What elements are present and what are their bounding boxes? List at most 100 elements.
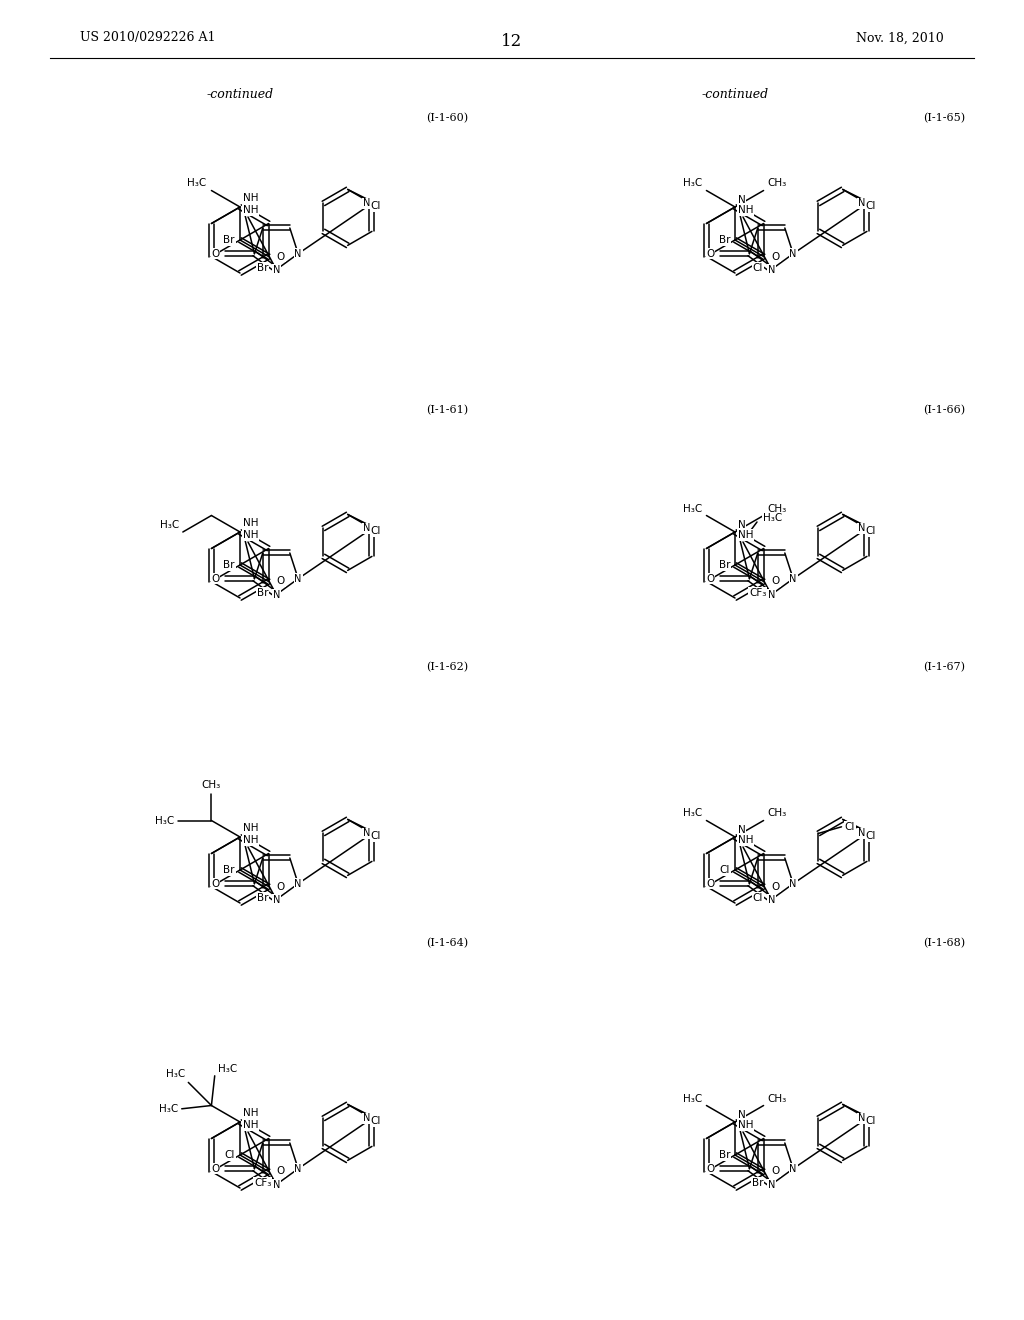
Text: CH₃: CH₃ (768, 1093, 786, 1104)
Text: Cl: Cl (720, 865, 730, 875)
Text: N: N (272, 1180, 280, 1189)
Text: US 2010/0292226 A1: US 2010/0292226 A1 (80, 32, 215, 45)
Text: NH: NH (243, 193, 258, 203)
Text: N: N (295, 879, 302, 888)
Text: N: N (857, 1113, 865, 1123)
Text: Br: Br (223, 560, 234, 570)
Text: Cl: Cl (865, 527, 876, 536)
Text: O: O (212, 1164, 220, 1173)
Text: Br: Br (719, 235, 730, 246)
Text: O: O (707, 574, 715, 583)
Text: Cl: Cl (720, 865, 730, 875)
Text: N: N (790, 879, 797, 888)
Text: NH: NH (243, 1119, 258, 1130)
Text: N: N (272, 895, 280, 904)
Text: Cl: Cl (865, 1117, 876, 1126)
Text: N: N (768, 264, 775, 275)
Text: NH: NH (243, 531, 258, 540)
Text: H₃C: H₃C (683, 808, 702, 818)
Text: O: O (276, 1167, 285, 1176)
Text: NH: NH (243, 836, 258, 845)
Text: Br: Br (719, 560, 730, 570)
Text: H₃C: H₃C (683, 503, 702, 513)
Text: CH₃: CH₃ (202, 780, 221, 791)
Text: O: O (212, 879, 220, 888)
Text: NH: NH (243, 517, 258, 528)
Text: N: N (362, 829, 370, 838)
Text: Br: Br (223, 560, 234, 570)
Text: CH₃: CH₃ (768, 503, 786, 513)
Text: N: N (790, 248, 797, 259)
Text: H₃C: H₃C (160, 1104, 179, 1114)
Text: Cl: Cl (371, 527, 381, 536)
Text: N: N (295, 1164, 302, 1173)
Text: Cl: Cl (224, 1150, 234, 1160)
Text: N: N (738, 825, 745, 836)
Text: N: N (738, 520, 745, 531)
Text: Cl: Cl (753, 263, 763, 273)
Text: N: N (790, 1164, 797, 1173)
Text: Cl: Cl (371, 832, 381, 841)
Text: CH₃: CH₃ (768, 808, 786, 818)
Text: Cl: Cl (845, 822, 855, 832)
Text: N: N (295, 248, 302, 259)
Text: H₃C: H₃C (218, 1064, 237, 1073)
Text: O: O (771, 252, 780, 261)
Text: -continued: -continued (207, 88, 273, 102)
Text: N: N (768, 590, 775, 599)
Text: CF₃: CF₃ (750, 587, 767, 598)
Text: N: N (362, 198, 370, 209)
Text: H₃C: H₃C (166, 1069, 185, 1080)
Text: Br: Br (223, 1150, 234, 1160)
Text: Cl: Cl (371, 1117, 381, 1126)
Text: O: O (212, 574, 220, 583)
Text: Cl: Cl (865, 832, 876, 841)
Text: O: O (276, 577, 285, 586)
Text: -continued: -continued (701, 88, 769, 102)
Text: N: N (738, 1110, 745, 1119)
Text: N: N (362, 1113, 370, 1123)
Text: O: O (707, 879, 715, 888)
Text: O: O (707, 1164, 715, 1173)
Text: Cl: Cl (371, 202, 381, 211)
Text: Br: Br (223, 865, 234, 875)
Text: Br: Br (719, 1150, 730, 1160)
Text: N: N (768, 1180, 775, 1189)
Text: N: N (272, 590, 280, 599)
Text: Br: Br (257, 587, 268, 598)
Text: O: O (276, 882, 285, 891)
Text: (I-1-68): (I-1-68) (923, 939, 965, 948)
Text: H₃C: H₃C (763, 513, 782, 523)
Text: O: O (212, 248, 220, 259)
Text: N: N (857, 829, 865, 838)
Text: Br: Br (257, 263, 268, 273)
Text: Br: Br (719, 235, 730, 246)
Text: Br: Br (257, 892, 268, 903)
Text: NH: NH (738, 836, 754, 845)
Text: H₃C: H₃C (156, 816, 174, 825)
Text: O: O (771, 577, 780, 586)
Text: Nov. 18, 2010: Nov. 18, 2010 (856, 32, 944, 45)
Text: (I-1-62): (I-1-62) (426, 663, 468, 672)
Text: Br: Br (719, 560, 730, 570)
Text: NH: NH (738, 205, 754, 215)
Text: (I-1-61): (I-1-61) (426, 405, 468, 416)
Text: O: O (771, 1167, 780, 1176)
Text: O: O (771, 882, 780, 891)
Text: (I-1-65): (I-1-65) (923, 114, 965, 123)
Text: Cl: Cl (753, 892, 763, 903)
Text: N: N (857, 198, 865, 209)
Text: 12: 12 (502, 33, 522, 50)
Text: NH: NH (738, 531, 754, 540)
Text: NH: NH (243, 1107, 258, 1118)
Text: (I-1-64): (I-1-64) (426, 939, 468, 948)
Text: Cl: Cl (865, 202, 876, 211)
Text: N: N (790, 574, 797, 583)
Text: N: N (272, 264, 280, 275)
Text: H₃C: H₃C (683, 1093, 702, 1104)
Text: N: N (738, 195, 745, 205)
Text: Br: Br (223, 865, 234, 875)
Text: N: N (857, 524, 865, 533)
Text: N: N (295, 574, 302, 583)
Text: N: N (768, 895, 775, 904)
